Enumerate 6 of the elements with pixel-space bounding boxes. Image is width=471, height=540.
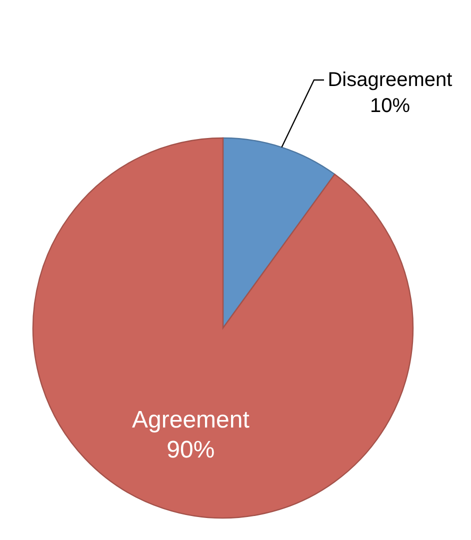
data-label: 10% xyxy=(370,95,410,117)
pie-slice xyxy=(32,137,414,518)
data-label: 90% xyxy=(166,436,215,464)
slice-label: Disagreement xyxy=(328,69,453,91)
pie-slice xyxy=(222,137,336,329)
slice-label: Agreement xyxy=(132,406,250,434)
